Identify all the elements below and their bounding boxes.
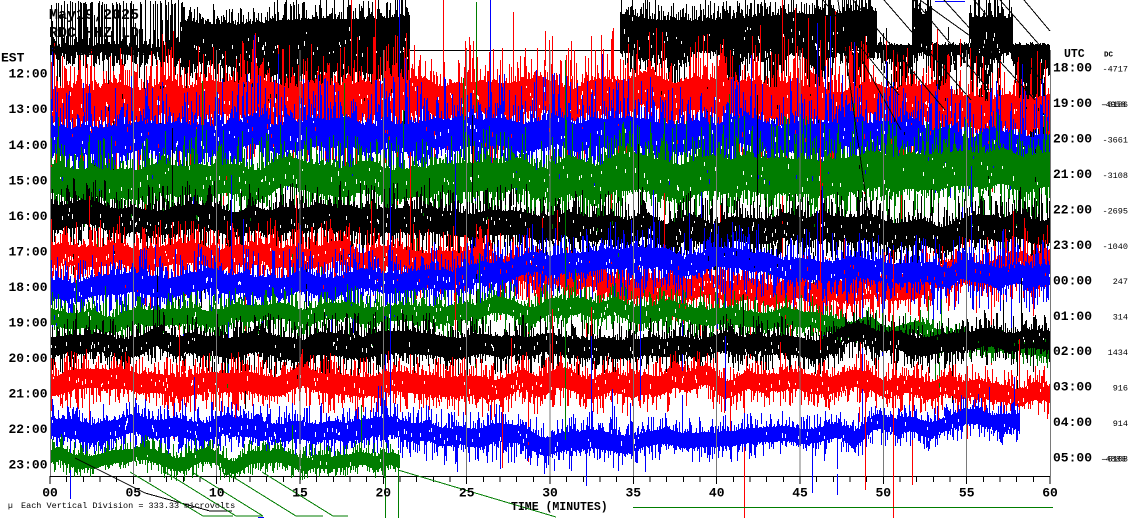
svg-text:17:00: 17:00 <box>8 244 47 259</box>
svg-text:1434: 1434 <box>1108 348 1128 358</box>
svg-text:03:00: 03:00 <box>1053 380 1092 395</box>
svg-text:-1040: -1040 <box>1102 242 1128 252</box>
svg-text:23:00: 23:00 <box>1053 238 1092 253</box>
svg-text:µ: µ <box>8 502 13 511</box>
svg-text:-4886: -4886 <box>1100 455 1126 465</box>
svg-text:-2695: -2695 <box>1102 206 1128 216</box>
svg-text:-6186: -6186 <box>1102 100 1128 110</box>
svg-text:14:00: 14:00 <box>8 138 47 153</box>
svg-text:12:00: 12:00 <box>8 67 47 82</box>
svg-text:20:00: 20:00 <box>8 351 47 366</box>
svg-text:TIME (MINUTES): TIME (MINUTES) <box>511 501 608 514</box>
svg-text:05:00: 05:00 <box>1053 451 1092 466</box>
svg-text:-6108: -6108 <box>1102 455 1128 465</box>
svg-text:40: 40 <box>709 486 725 501</box>
svg-text:23:00: 23:00 <box>8 458 47 473</box>
svg-text:22:00: 22:00 <box>8 422 47 437</box>
svg-text:60: 60 <box>1042 486 1058 501</box>
svg-text:18:00: 18:00 <box>8 280 47 295</box>
svg-text:-3661: -3661 <box>1102 135 1128 145</box>
svg-text:15: 15 <box>292 486 308 501</box>
svg-text:13:00: 13:00 <box>8 102 47 117</box>
svg-text:20:00: 20:00 <box>1053 132 1092 147</box>
svg-text:Each Vertical Division = 333.: Each Vertical Division = 333.33 microvol… <box>21 501 235 511</box>
svg-text:01:00: 01:00 <box>1053 309 1092 324</box>
svg-text:50: 50 <box>875 486 891 501</box>
svg-text:RDC HHZ LD: RDC HHZ LD <box>49 25 139 42</box>
svg-text:-4717: -4717 <box>1102 65 1128 75</box>
svg-text:19:00: 19:00 <box>1053 96 1092 111</box>
svg-text:55: 55 <box>959 486 975 501</box>
svg-text:18:00: 18:00 <box>1053 61 1092 76</box>
svg-text:916: 916 <box>1113 384 1128 394</box>
svg-text:04:00: 04:00 <box>1053 415 1092 430</box>
svg-text:05: 05 <box>125 486 141 501</box>
svg-text:02:00: 02:00 <box>1053 344 1092 359</box>
svg-text:00:00: 00:00 <box>1053 273 1092 288</box>
svg-text:21:00: 21:00 <box>1053 167 1092 182</box>
svg-text:247: 247 <box>1113 277 1128 287</box>
svg-text:25: 25 <box>459 486 475 501</box>
svg-text:914: 914 <box>1113 419 1128 429</box>
svg-text:16:00: 16:00 <box>8 209 47 224</box>
svg-text:-4958: -4958 <box>1100 100 1126 110</box>
svg-text:19:00: 19:00 <box>8 316 47 331</box>
svg-text:45: 45 <box>792 486 808 501</box>
svg-text:00: 00 <box>42 486 58 501</box>
svg-text:22:00: 22:00 <box>1053 202 1092 217</box>
svg-text:21:00: 21:00 <box>8 387 47 402</box>
svg-text:314: 314 <box>1113 313 1128 323</box>
svg-text:K DEEP HOLE: K DEEP HOLE <box>49 43 148 60</box>
svg-text:10: 10 <box>209 486 225 501</box>
svg-text:30: 30 <box>542 486 558 501</box>
svg-text:UTC: UTC <box>1064 48 1085 61</box>
svg-text:May19,2025: May19,2025 <box>49 7 139 24</box>
svg-text:20: 20 <box>375 486 391 501</box>
svg-text:-3108: -3108 <box>1102 171 1128 181</box>
svg-text:DC: DC <box>1104 52 1114 60</box>
svg-text:35: 35 <box>625 486 641 501</box>
svg-text:15:00: 15:00 <box>8 173 47 188</box>
svg-text:EST: EST <box>1 51 25 66</box>
